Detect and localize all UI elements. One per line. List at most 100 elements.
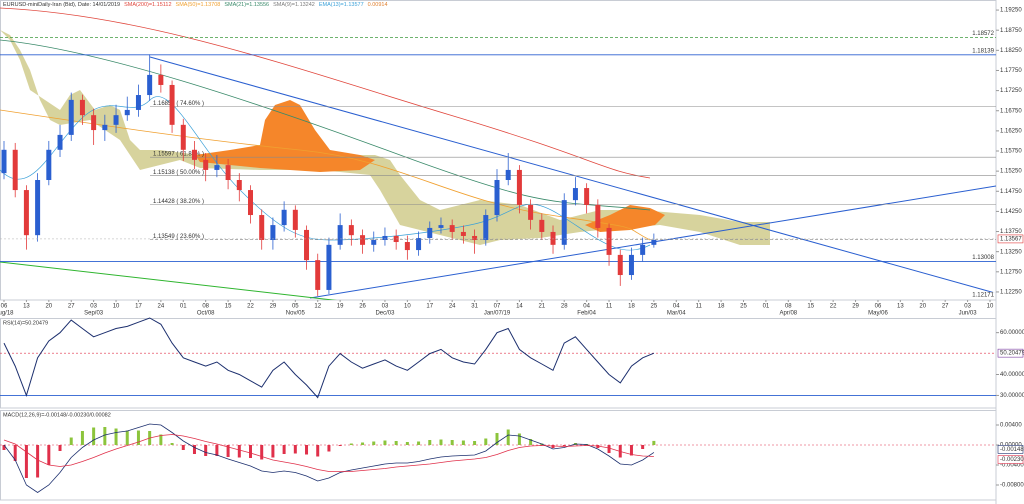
histogram-bar bbox=[92, 427, 96, 445]
x-month-label: Mar/04 bbox=[667, 311, 686, 317]
x-tick-label: 29 bbox=[852, 304, 859, 310]
candle-body bbox=[505, 169, 511, 180]
y-tick-label: 1.16250 bbox=[1000, 128, 1022, 134]
histogram-bar bbox=[136, 430, 140, 445]
candle-body bbox=[1, 149, 7, 174]
candle-body bbox=[35, 180, 41, 236]
x-tick-label: 11 bbox=[696, 304, 703, 310]
candle-body bbox=[214, 165, 220, 170]
current-price-label: 1.13567 bbox=[1000, 236, 1022, 242]
histogram-bar bbox=[103, 427, 107, 445]
candle-body bbox=[191, 149, 197, 160]
histogram-bar bbox=[159, 434, 163, 445]
candle-body bbox=[304, 229, 310, 261]
x-month-label: Oct/08 bbox=[197, 311, 215, 317]
candle-body bbox=[124, 109, 130, 116]
histogram-bar bbox=[204, 445, 208, 456]
candle-body bbox=[651, 240, 657, 245]
x-tick-label: 31 bbox=[471, 304, 478, 310]
candle-body bbox=[315, 260, 321, 290]
candle-body bbox=[259, 215, 265, 240]
histogram-bar bbox=[47, 445, 51, 465]
candle-body bbox=[539, 219, 545, 232]
candle-body bbox=[337, 225, 343, 245]
y-tick-label: 1.15750 bbox=[1000, 149, 1022, 155]
header-item: SMA(9)=1.13242 bbox=[273, 2, 315, 8]
x-month-label: Sep/03 bbox=[84, 311, 104, 317]
level-tag bbox=[975, 254, 995, 261]
candle-body bbox=[147, 74, 153, 96]
y-tick-label: -0.00400 bbox=[1000, 463, 1024, 469]
histogram-bar bbox=[428, 440, 432, 445]
candle-body bbox=[561, 200, 567, 245]
candle-body bbox=[628, 254, 634, 276]
histogram-bar bbox=[13, 445, 17, 461]
y-tick-label: 60.00000 bbox=[1000, 330, 1024, 336]
x-month-label: Feb/04 bbox=[577, 311, 596, 317]
fib-label: 1.16852 ( 74.60% ) bbox=[153, 101, 204, 107]
histogram-bar bbox=[282, 445, 286, 454]
x-month-label: Apr/08 bbox=[779, 311, 797, 317]
histogram-bar bbox=[69, 437, 73, 445]
y-tick-label: 1.16750 bbox=[1000, 108, 1022, 114]
y-tick-label: 1.15250 bbox=[1000, 169, 1022, 175]
rsi-current-box bbox=[997, 348, 1024, 358]
histogram-bar bbox=[249, 445, 252, 458]
trendline bbox=[0, 261, 337, 300]
histogram-bar bbox=[506, 429, 510, 445]
candle-body bbox=[203, 159, 209, 170]
x-month-label: Nov/05 bbox=[286, 311, 306, 317]
candle-body bbox=[360, 235, 366, 245]
candle-body bbox=[292, 209, 298, 230]
x-tick-label: 26 bbox=[359, 304, 366, 310]
histogram-bar bbox=[607, 445, 611, 453]
histogram-bar bbox=[450, 440, 454, 445]
trend-end-label: 1.12171 bbox=[972, 293, 994, 299]
macd-line bbox=[3, 434, 654, 472]
histogram-bar bbox=[192, 445, 196, 454]
histogram-bar bbox=[405, 442, 409, 445]
x-tick-label: 10 bbox=[404, 304, 411, 310]
fib-label: 1.15597 ( 61.80% ) bbox=[153, 152, 204, 158]
histogram-bar bbox=[305, 445, 309, 455]
level-tag bbox=[975, 30, 995, 37]
x-month-label: Jan/07/19 bbox=[484, 311, 511, 317]
histogram-bar bbox=[2, 445, 6, 450]
sma-21 bbox=[0, 109, 651, 241]
candle-body bbox=[326, 244, 332, 290]
histogram-bar bbox=[596, 445, 600, 448]
candle-body bbox=[113, 115, 119, 125]
x-tick-label: 08 bbox=[785, 304, 792, 310]
histogram-bar bbox=[461, 440, 465, 445]
candle-body bbox=[270, 225, 276, 240]
candle-body bbox=[606, 227, 612, 255]
candle-body bbox=[460, 231, 466, 236]
chart-header: EURUSD-miniDaily-Iran (Bid), Date: 14/01… bbox=[3, 2, 388, 8]
header-item: EURUSD-miniDaily-Iran (Bid), Date: 14/01… bbox=[3, 2, 120, 8]
x-tick-label: 08 bbox=[202, 304, 209, 310]
x-tick-label: 03 bbox=[964, 304, 971, 310]
candle-body bbox=[180, 124, 186, 150]
candle-body bbox=[595, 204, 601, 228]
histogram-bar bbox=[181, 445, 185, 450]
x-tick-label: 17 bbox=[426, 304, 433, 310]
candle-body bbox=[12, 149, 18, 191]
candle-body bbox=[348, 225, 354, 236]
histogram-bar bbox=[484, 438, 488, 445]
fib-label: 1.14428 ( 38.20% ) bbox=[153, 199, 204, 205]
level-tag bbox=[975, 47, 995, 54]
x-tick-label: 18 bbox=[718, 304, 725, 310]
candle-body bbox=[640, 244, 646, 255]
candle-body bbox=[572, 188, 578, 201]
header-item: SMA(50)=1.13708 bbox=[176, 2, 221, 8]
candle-body bbox=[57, 134, 63, 150]
candle-body bbox=[416, 237, 422, 251]
x-month-label: Aug/18 bbox=[0, 311, 14, 317]
x-tick-label: 22 bbox=[247, 304, 254, 310]
histogram-bar bbox=[80, 431, 84, 445]
histogram-bar bbox=[551, 445, 555, 448]
candle-body bbox=[79, 99, 85, 116]
